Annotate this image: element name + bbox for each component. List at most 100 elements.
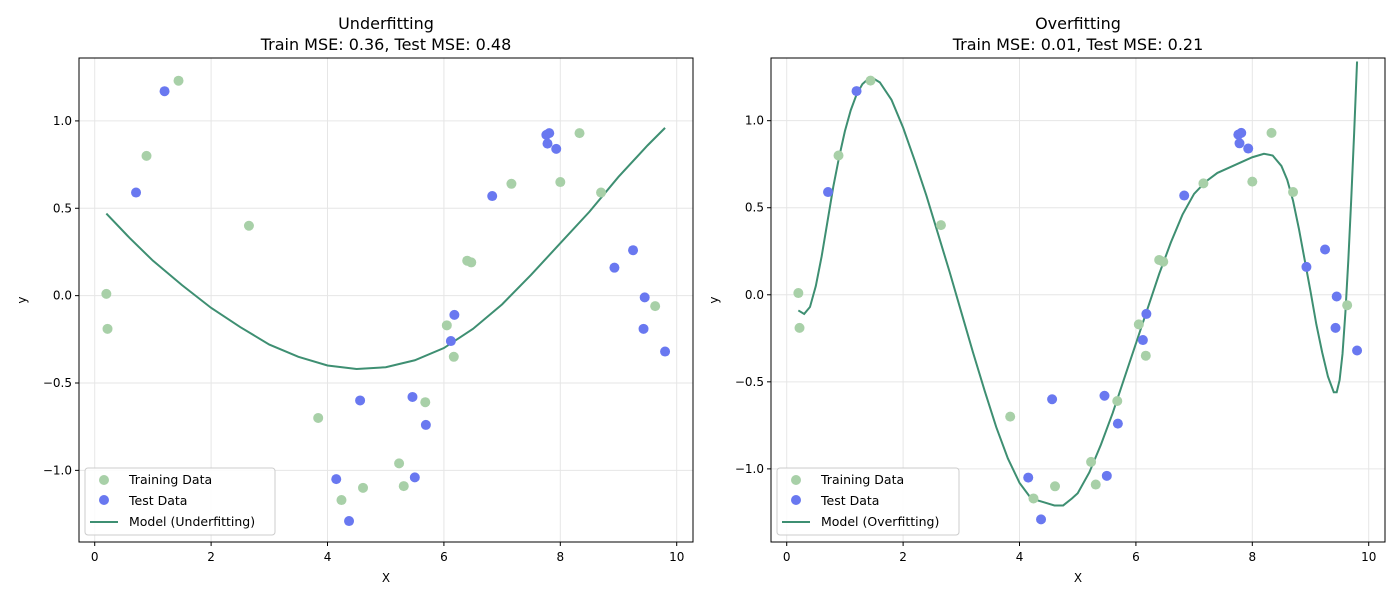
test-point (355, 395, 366, 406)
training-point (650, 301, 661, 312)
x-tick-label: 10 (1361, 550, 1376, 564)
training-point (441, 320, 452, 331)
test-point (1331, 291, 1342, 302)
plot-area-frame (770, 57, 1386, 543)
panel-underfitting: Underfitting Train MSE: 0.36, Test MSE: … (15, 14, 694, 585)
training-point (1342, 300, 1353, 311)
y-tick-label: 1.0 (53, 114, 72, 128)
training-point (1158, 256, 1169, 267)
training-point (596, 187, 607, 198)
training-point (1050, 481, 1061, 492)
x-axis-ticks: 0 2 4 6 8 10 (783, 542, 1376, 564)
legend-box (84, 467, 276, 536)
legend-label-training: Training Data (820, 472, 904, 487)
training-point (394, 458, 405, 469)
training-point (1247, 176, 1258, 187)
x-axis-label: X (382, 571, 390, 585)
test-point (344, 516, 355, 527)
chart-subtitle: Train MSE: 0.01, Test MSE: 0.21 (952, 35, 1204, 54)
x-tick-label: 10 (669, 550, 684, 564)
test-point (544, 128, 555, 139)
y-tick-label: −0.5 (735, 375, 764, 389)
data-points (793, 75, 1363, 525)
legend-box (776, 467, 960, 536)
x-tick-label: 8 (1248, 550, 1256, 564)
y-tick-label: −1.0 (735, 462, 764, 476)
data-points (101, 75, 671, 527)
model-line-group (105, 127, 666, 371)
training-point (935, 220, 946, 231)
test-point (639, 292, 650, 303)
x-axis-label: X (1074, 571, 1082, 585)
training-point (336, 495, 347, 506)
test-point (638, 323, 649, 334)
training-point (506, 178, 517, 189)
test-point (542, 138, 553, 149)
legend-label-test: Test Data (128, 493, 187, 508)
test-point (1301, 261, 1312, 272)
legend-label-training: Training Data (128, 472, 212, 487)
y-tick-label: −0.5 (43, 376, 72, 390)
test-point (407, 391, 418, 402)
training-point (243, 220, 254, 231)
test-point (1330, 322, 1341, 333)
legend-marker-test (791, 495, 801, 505)
test-point (449, 309, 460, 320)
model-line (105, 127, 666, 371)
test-point (331, 474, 342, 485)
y-axis-ticks: −1.0 −0.5 0.0 0.5 1.0 (43, 114, 79, 477)
x-tick-label: 2 (899, 550, 907, 564)
y-axis-label: y (15, 296, 29, 303)
training-point (574, 128, 585, 139)
test-point (551, 143, 562, 154)
x-axis-ticks: 0 2 4 6 8 10 (91, 542, 684, 564)
training-point (101, 288, 112, 299)
y-axis-ticks: −1.0 −0.5 0.0 0.5 1.0 (735, 114, 771, 476)
training-point (102, 323, 113, 334)
test-point (1141, 308, 1152, 319)
y-tick-label: 0.5 (745, 201, 764, 215)
training-point (1005, 411, 1016, 422)
training-point (1140, 350, 1151, 361)
test-point (445, 336, 456, 347)
test-point (409, 472, 420, 483)
training-point (358, 482, 369, 493)
model-line-group (797, 61, 1359, 507)
training-point (448, 351, 459, 362)
chart-title: Underfitting (338, 14, 434, 33)
x-tick-label: 6 (1132, 550, 1140, 564)
training-point (865, 75, 876, 86)
test-point (823, 187, 834, 198)
test-point (1234, 138, 1245, 149)
training-point (141, 150, 152, 161)
test-point (159, 86, 170, 97)
y-axis-label: y (707, 296, 721, 303)
legend-marker-training (99, 475, 109, 485)
test-point (851, 86, 862, 97)
training-point (398, 481, 409, 492)
test-point (660, 346, 671, 357)
y-tick-label: −1.0 (43, 463, 72, 477)
y-tick-label: 0.0 (53, 289, 72, 303)
test-point (1047, 394, 1058, 405)
legend: Training Data Test Data Model (Underfitt… (84, 467, 276, 536)
training-point (833, 150, 844, 161)
legend: Training Data Test Data Model (Overfitti… (776, 467, 960, 536)
plot-area-frame (78, 57, 694, 543)
x-tick-label: 4 (1016, 550, 1024, 564)
test-point (1099, 390, 1110, 401)
chart-title: Overfitting (1035, 14, 1121, 33)
test-point (628, 245, 639, 256)
x-tick-label: 2 (207, 550, 215, 564)
legend-marker-test (99, 495, 109, 505)
y-tick-label: 0.0 (745, 288, 764, 302)
training-point (1090, 479, 1101, 490)
test-point (1243, 143, 1254, 154)
chart-subtitle: Train MSE: 0.36, Test MSE: 0.48 (260, 35, 512, 54)
test-point (1036, 514, 1047, 525)
training-point (1266, 127, 1277, 138)
training-point (1198, 178, 1209, 189)
legend-label-model: Model (Overfitting) (821, 514, 939, 529)
training-point (466, 257, 477, 268)
